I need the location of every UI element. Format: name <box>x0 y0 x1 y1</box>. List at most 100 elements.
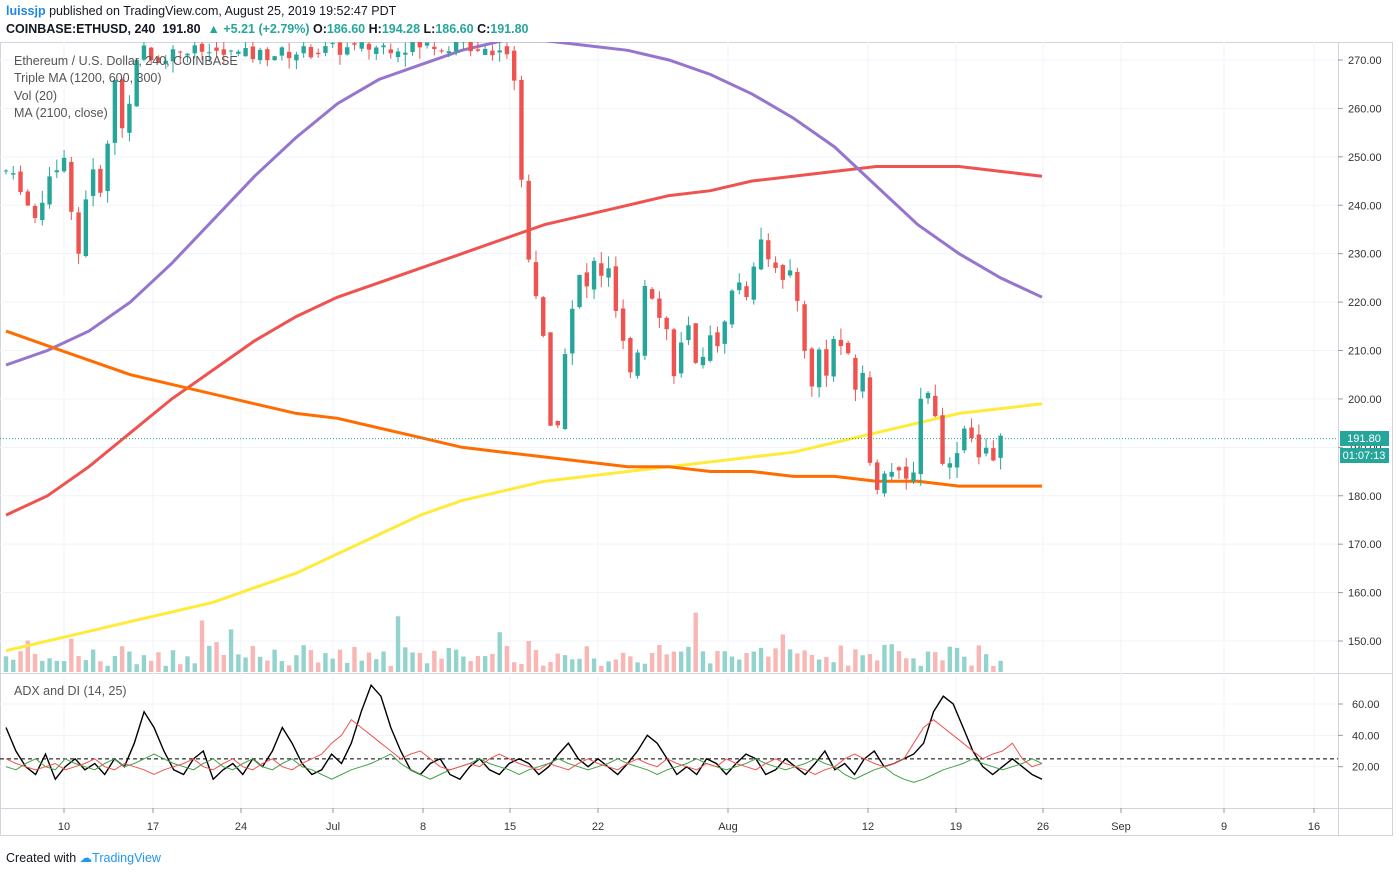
price-axis[interactable]: 150.00160.00170.00180.00190.00200.00210.… <box>1338 55 1382 648</box>
volume-bar <box>315 662 321 672</box>
adx-axis[interactable]: 20.00 40.00 60.00 <box>1338 699 1380 774</box>
y-tick-label: 20.00 <box>1352 762 1380 774</box>
low-label: L: <box>423 22 436 36</box>
candle-body <box>838 339 844 347</box>
candle-body <box>163 60 168 64</box>
candle-body <box>192 45 197 54</box>
volume-bar <box>867 654 873 672</box>
ma-line <box>5 329 1042 488</box>
volume-bar <box>947 646 952 672</box>
candle-body <box>61 157 67 172</box>
x-tick-label: 15 <box>504 821 516 833</box>
legend-volume[interactable]: Vol (20) <box>14 88 58 103</box>
candle-body <box>330 43 335 45</box>
candle-body <box>395 51 401 58</box>
volume-bar <box>555 653 560 672</box>
candle-body <box>403 52 408 55</box>
candle-body <box>345 47 350 55</box>
volume-bar <box>25 640 30 672</box>
time-axis[interactable]: 10 17 24 Jul 8 15 22 Aug 12 19 26 Sep 9 16 <box>58 808 1320 833</box>
volume-bar <box>904 658 909 672</box>
moving-averages <box>5 42 1043 653</box>
volume-bar <box>265 660 270 672</box>
author-name[interactable]: luissjp <box>6 4 46 18</box>
volume-bar <box>98 661 103 672</box>
candle-body <box>613 266 619 311</box>
candle-body <box>562 354 568 430</box>
legend-ma[interactable]: MA (2100, close) <box>14 106 108 121</box>
volume-bar <box>533 650 539 672</box>
candle-body <box>671 329 677 377</box>
volume-bar <box>156 652 161 672</box>
volume-bar <box>410 652 415 672</box>
volume-bar <box>127 651 132 672</box>
candle-body <box>904 466 909 479</box>
volume-bar <box>119 646 125 672</box>
volume-bar <box>773 648 778 672</box>
open-value: 186.60 <box>326 22 366 36</box>
candle-body <box>482 48 488 55</box>
candle-body <box>875 462 880 490</box>
volume-bar <box>47 658 52 672</box>
candle-body <box>388 49 393 54</box>
adx-pane <box>0 683 1338 783</box>
candle-body <box>214 47 219 51</box>
publish-text: published on TradingView.com, August 25,… <box>45 4 397 18</box>
candle-body <box>947 463 952 468</box>
candle-body <box>555 420 560 426</box>
candle-body <box>737 282 742 291</box>
candle-body <box>795 271 800 301</box>
candle-body <box>243 47 248 57</box>
candle-body <box>156 57 161 63</box>
candle-body <box>424 42 430 46</box>
x-tick-label: Jul <box>326 821 340 833</box>
candle-body <box>599 263 604 276</box>
volume-bar <box>831 662 836 672</box>
volume-bar <box>308 650 314 672</box>
volume-bar <box>453 649 459 672</box>
tradingview-brand[interactable]: TradingView <box>92 851 161 865</box>
chart-legend: Ethereum / U.S. Dollar, 240, COINBASE Tr… <box>14 53 238 123</box>
volume-bar <box>359 660 364 672</box>
candle-body <box>591 260 597 290</box>
volume-bar <box>678 651 684 672</box>
adx-series-line <box>5 718 1043 776</box>
volume-bar <box>584 646 589 672</box>
volume-bar <box>272 649 277 672</box>
candle-body <box>635 352 640 376</box>
candle-body <box>453 42 459 52</box>
candle-body <box>991 448 996 461</box>
volume-bar <box>635 662 640 672</box>
volume-bar <box>649 653 655 672</box>
volume-bar <box>671 651 677 672</box>
candle-body <box>374 47 379 54</box>
x-tick-label: Aug <box>718 821 738 833</box>
volume-bar <box>504 646 510 672</box>
candle-body <box>83 199 89 257</box>
volume-bar <box>446 648 452 672</box>
volume-bar <box>577 658 582 672</box>
tradingview-logo-icon[interactable]: ☁ <box>79 851 93 865</box>
x-tick-label: 9 <box>1221 821 1227 833</box>
candle-body <box>461 42 466 43</box>
candle-body <box>279 47 285 56</box>
volume-bar <box>809 654 815 672</box>
legend-triple-ma[interactable]: Triple MA (1200, 600, 300) <box>14 71 162 86</box>
volume-bar <box>330 658 335 672</box>
candle-body <box>468 42 473 52</box>
candle-body <box>744 286 749 298</box>
volume-bar <box>737 659 742 672</box>
candle-body <box>497 50 502 53</box>
adx-legend[interactable]: ADX and DI (14, 25) <box>14 684 127 698</box>
ma-line <box>5 402 1043 653</box>
candle-body <box>272 56 277 61</box>
volume-bar <box>228 629 234 672</box>
candle-body <box>766 240 771 260</box>
candle-body <box>250 46 256 60</box>
volume-bar <box>548 661 553 672</box>
volume-bar <box>395 616 401 672</box>
legend-symbol[interactable]: Ethereum / U.S. Dollar, 240, COINBASE <box>14 54 238 68</box>
candles <box>3 42 1003 497</box>
volume-bar <box>686 646 691 672</box>
